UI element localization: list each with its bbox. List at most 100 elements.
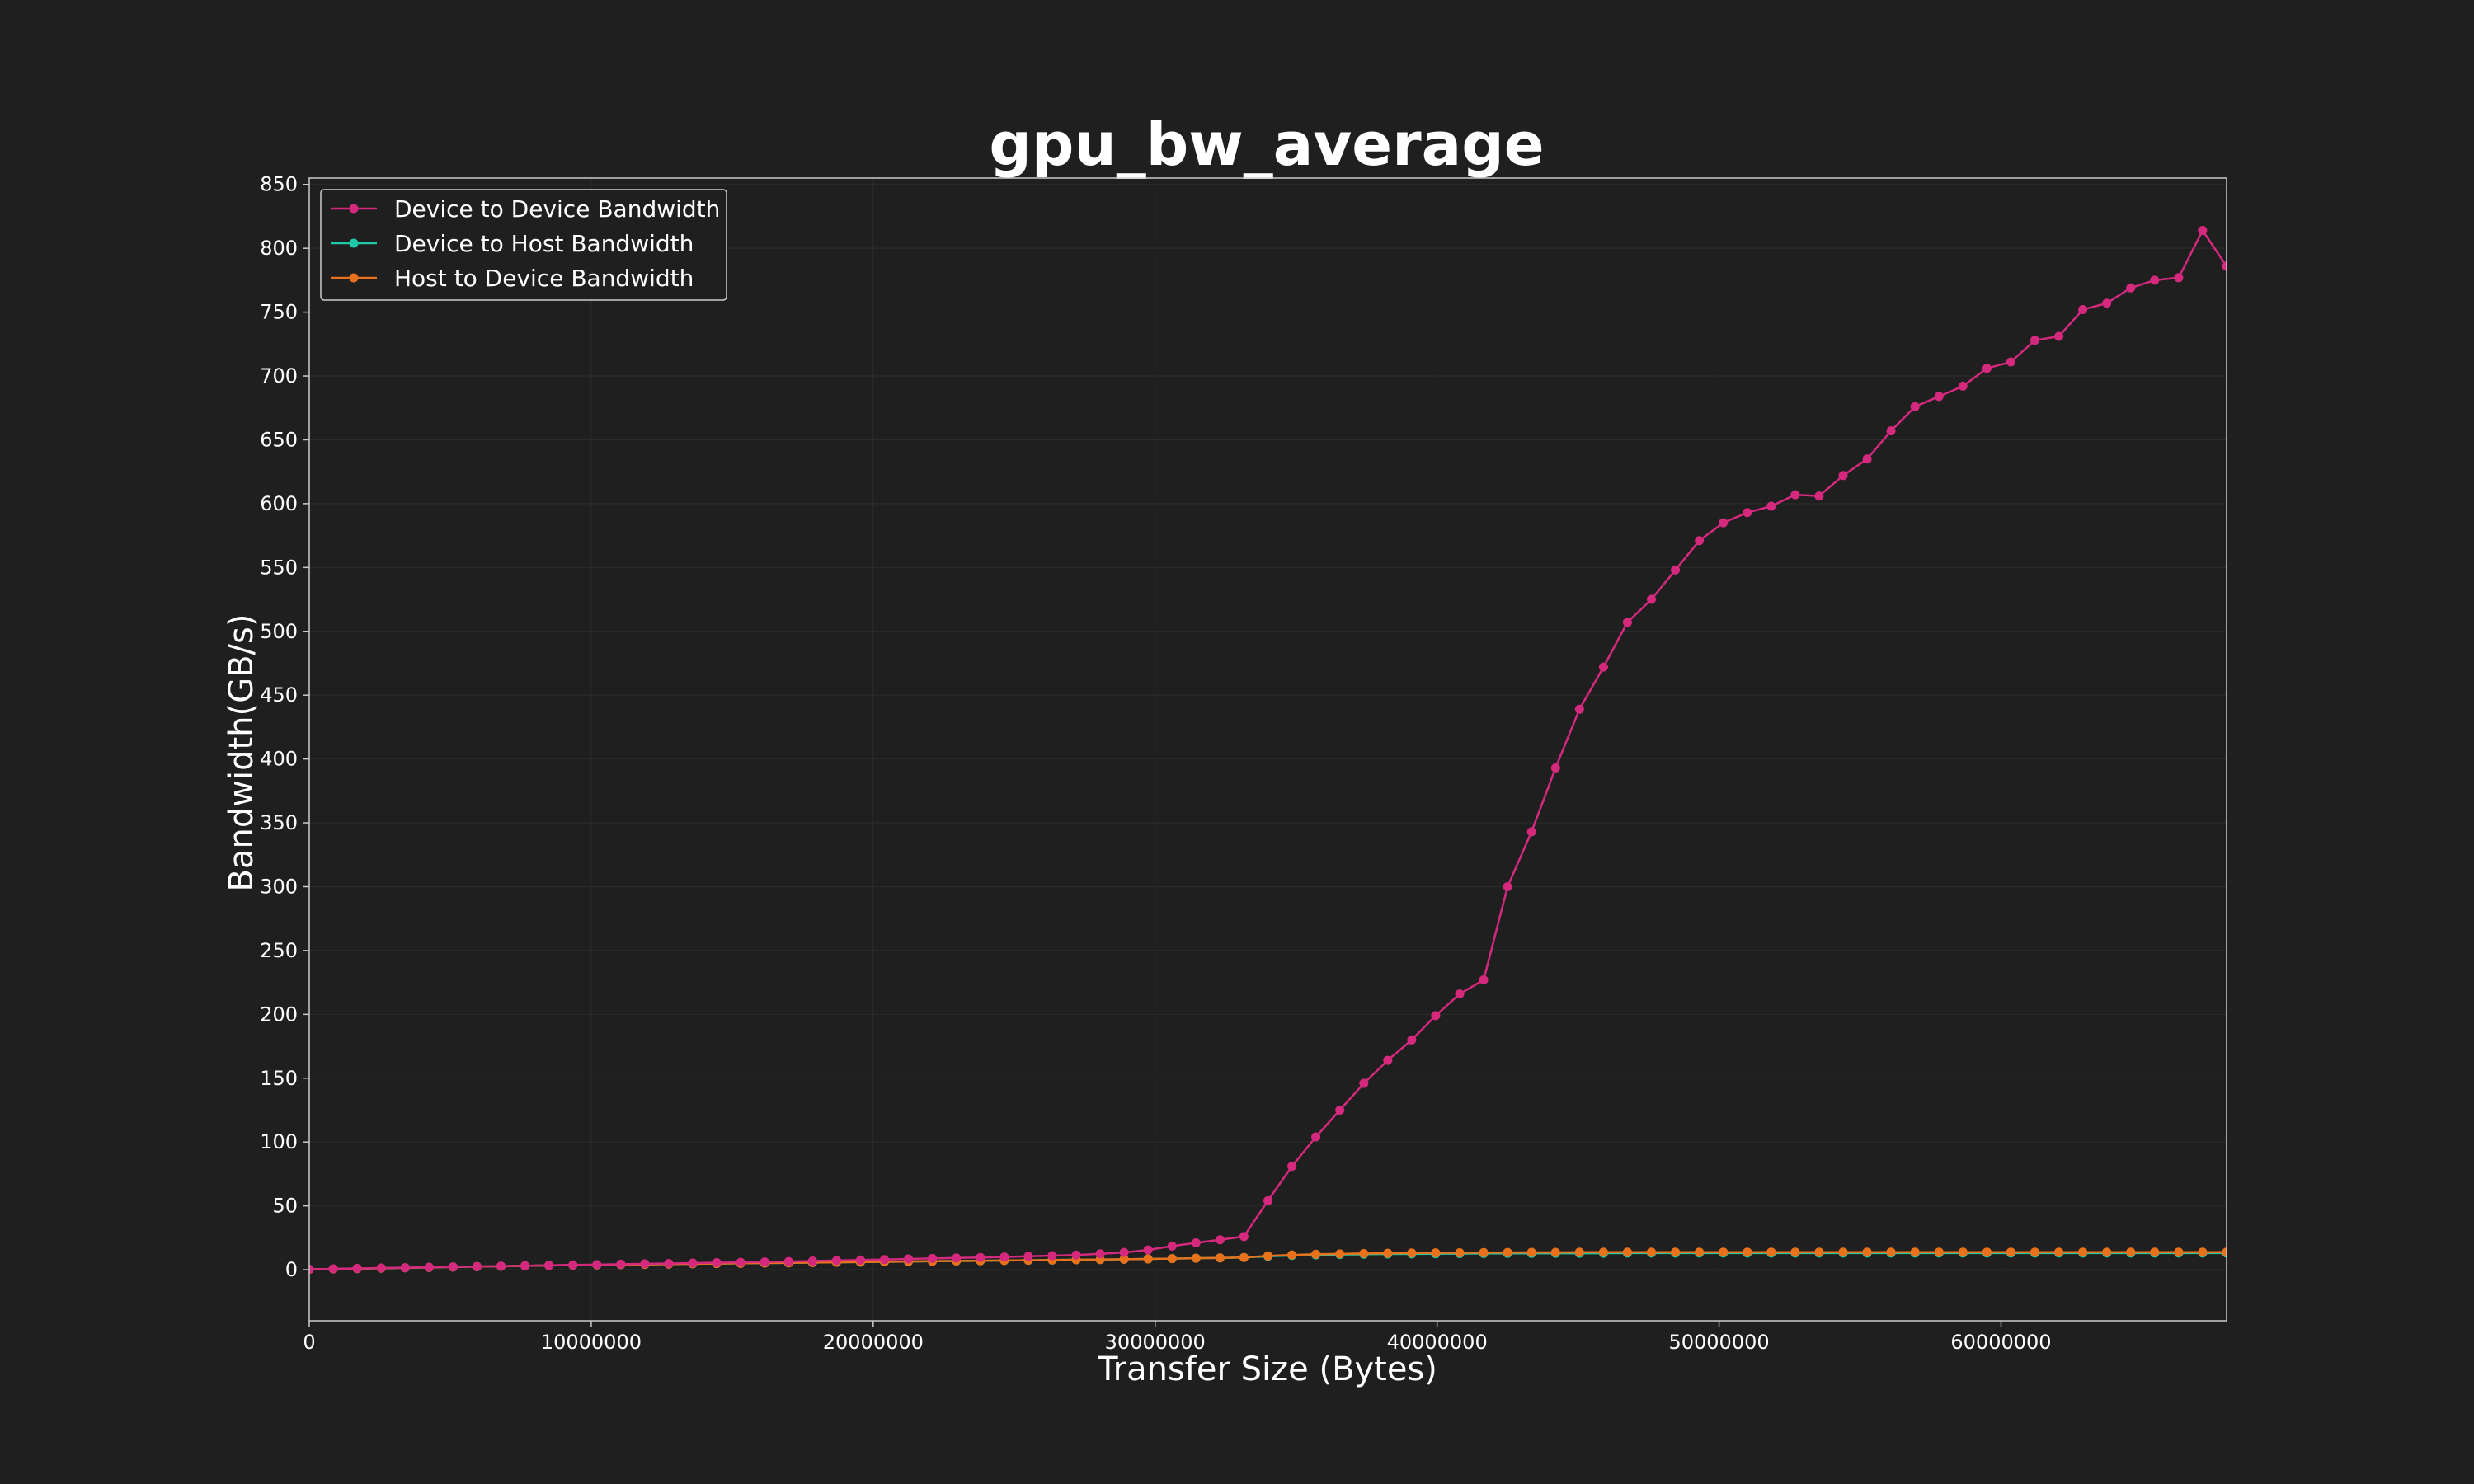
data-point xyxy=(1982,1247,1992,1257)
legend-item: Host to Device Bandwidth xyxy=(331,265,694,292)
data-point xyxy=(1023,1252,1033,1261)
data-point xyxy=(1311,1249,1321,1259)
data-point xyxy=(1119,1254,1129,1264)
data-point xyxy=(664,1259,674,1268)
data-point xyxy=(2030,1247,2039,1257)
data-point xyxy=(1838,471,1848,481)
data-point xyxy=(1766,1247,1776,1257)
grid xyxy=(308,178,2227,1321)
x-tick-label: 50000000 xyxy=(1668,1331,1769,1354)
data-point xyxy=(309,1265,314,1275)
data-point xyxy=(2174,1247,2184,1257)
data-point xyxy=(424,1262,434,1272)
data-point xyxy=(616,1259,626,1269)
data-point xyxy=(1431,1011,1441,1021)
data-point xyxy=(1047,1251,1057,1261)
data-point xyxy=(1671,1247,1681,1257)
data-point xyxy=(1455,989,1465,999)
series-layer xyxy=(309,226,2227,1275)
data-point xyxy=(1071,1250,1081,1260)
y-tick-label: 0 xyxy=(285,1258,298,1281)
data-point xyxy=(1167,1254,1177,1264)
data-point xyxy=(352,1264,362,1273)
y-tick-label: 850 xyxy=(260,173,298,196)
data-point xyxy=(1263,1195,1272,1205)
data-point xyxy=(1119,1247,1129,1257)
data-point xyxy=(1958,381,1968,391)
data-point xyxy=(928,1253,938,1263)
data-point xyxy=(1598,662,1608,672)
legend-swatch-marker xyxy=(349,204,359,214)
y-tick-label: 800 xyxy=(260,237,298,260)
plot-frame xyxy=(308,177,2227,1322)
data-point xyxy=(328,1264,338,1274)
data-point xyxy=(1790,1247,1800,1257)
y-tick-label: 750 xyxy=(260,301,298,324)
data-point xyxy=(2054,331,2064,341)
data-point xyxy=(1862,1247,1872,1257)
data-point xyxy=(1503,882,1512,891)
data-point xyxy=(1598,1247,1608,1257)
data-point xyxy=(1526,1247,1536,1257)
x-tick-label: 30000000 xyxy=(1105,1331,1206,1354)
data-point xyxy=(2150,1247,2160,1257)
data-point xyxy=(1287,1250,1297,1260)
data-point xyxy=(1814,491,1824,501)
y-axis-ticks: 0 50 100 150 200 250 300 350 400 450 500 550 600 650 7… xyxy=(260,173,309,1281)
data-point xyxy=(1479,1247,1489,1257)
data-point xyxy=(1574,1247,1584,1257)
data-point xyxy=(1407,1035,1417,1045)
data-point xyxy=(1574,704,1584,714)
chart-title: gpu_bw_average xyxy=(989,110,1544,179)
data-point xyxy=(376,1263,386,1273)
data-point xyxy=(831,1256,841,1266)
data-point xyxy=(976,1252,985,1262)
data-point xyxy=(1287,1162,1297,1172)
legend-box xyxy=(320,189,727,301)
x-tick-label: 20000000 xyxy=(823,1331,924,1354)
data-point xyxy=(807,1256,817,1266)
y-tick-label: 650 xyxy=(260,428,298,451)
legend-label: Device to Host Bandwidth xyxy=(394,230,694,257)
data-point xyxy=(1359,1078,1369,1088)
data-point xyxy=(1743,1247,1752,1257)
data-point xyxy=(2102,298,2112,308)
y-tick-label: 200 xyxy=(260,1003,298,1026)
y-tick-label: 700 xyxy=(260,364,298,387)
data-point xyxy=(496,1261,506,1271)
data-point xyxy=(2174,273,2184,283)
data-point xyxy=(880,1255,889,1265)
data-point xyxy=(1622,618,1632,627)
data-point xyxy=(2006,1247,2015,1257)
data-point xyxy=(2006,357,2015,367)
data-point xyxy=(736,1257,745,1267)
data-point xyxy=(1719,1247,1729,1257)
data-point xyxy=(1647,1247,1656,1257)
y-tick-label: 100 xyxy=(260,1130,298,1153)
data-point xyxy=(1431,1248,1441,1258)
data-point xyxy=(400,1263,410,1273)
data-point xyxy=(1886,1247,1896,1257)
y-tick-label: 600 xyxy=(260,492,298,515)
data-point xyxy=(1479,975,1489,984)
data-point xyxy=(1622,1247,1632,1257)
data-point xyxy=(2198,226,2208,235)
data-point xyxy=(2222,261,2227,271)
data-point xyxy=(1215,1235,1225,1245)
y-tick-label: 350 xyxy=(260,811,298,834)
data-point xyxy=(1814,1247,1824,1257)
data-point xyxy=(1671,565,1681,575)
data-point xyxy=(448,1262,458,1272)
x-tick-label: 60000000 xyxy=(1950,1331,2051,1354)
y-tick-label: 300 xyxy=(260,875,298,898)
y-tick-label: 500 xyxy=(260,620,298,643)
data-point xyxy=(1143,1254,1153,1264)
data-point xyxy=(1095,1249,1105,1259)
data-point xyxy=(1335,1106,1345,1115)
data-point xyxy=(712,1258,722,1267)
y-tick-label: 400 xyxy=(260,748,298,771)
data-point xyxy=(1455,1248,1465,1257)
data-point xyxy=(2198,1247,2208,1257)
data-point xyxy=(1910,402,1920,411)
data-point xyxy=(1383,1055,1393,1065)
